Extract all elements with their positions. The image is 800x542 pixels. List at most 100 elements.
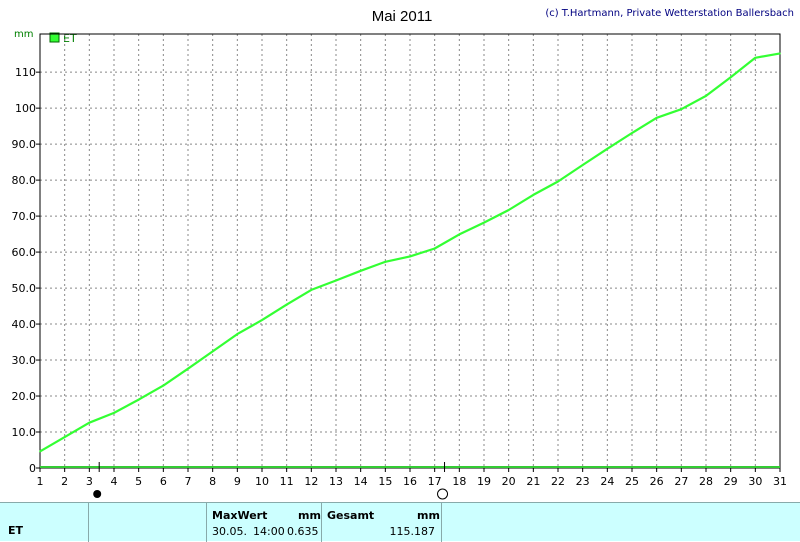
- x-tick-label: 13: [329, 475, 343, 488]
- x-tick-label: 10: [255, 475, 269, 488]
- x-tick-label: 14: [354, 475, 368, 488]
- footer-series-name: ET: [8, 524, 24, 537]
- x-tick-label: 15: [378, 475, 392, 488]
- data-point: [261, 319, 263, 321]
- x-tick-label: 17: [428, 475, 442, 488]
- data-point: [754, 56, 757, 59]
- x-tick-label: 20: [502, 475, 516, 488]
- x-tick-label: 18: [452, 475, 466, 488]
- footer-total-cell: Gesamt mm 115.187: [322, 503, 442, 542]
- data-point: [39, 450, 41, 453]
- x-tick-label: 25: [625, 475, 639, 488]
- x-tick-label: 3: [86, 475, 93, 488]
- y-tick-label: 110: [15, 66, 36, 79]
- total-value: 115.187: [389, 525, 436, 538]
- data-point: [532, 194, 535, 196]
- y-tick-label: 100: [15, 102, 36, 115]
- x-tick-label: 4: [111, 475, 118, 488]
- x-tick-label: 5: [135, 475, 142, 488]
- y-tick-label: 20.0: [12, 390, 37, 403]
- data-point: [384, 260, 387, 263]
- max-value: 0.635: [287, 525, 319, 538]
- x-tick-label: 16: [403, 475, 417, 488]
- data-point: [581, 164, 584, 166]
- x-tick-label: 22: [551, 475, 565, 488]
- x-tick-label: 31: [773, 475, 787, 488]
- filled-moon-icon: [93, 490, 102, 498]
- footer-series-cell: ET: [0, 503, 89, 542]
- series-group: [39, 52, 781, 453]
- y-tick-label: 40.0: [12, 318, 37, 331]
- data-point: [507, 209, 510, 211]
- x-tick-label: 23: [576, 475, 590, 488]
- x-tick-label: 27: [674, 475, 688, 488]
- chart-svg: Mai 2011 (c) T.Hartmann, Private Wetters…: [12, 8, 794, 500]
- max-unit: mm: [298, 509, 321, 522]
- data-point: [606, 147, 609, 150]
- x-tick-label: 11: [280, 475, 294, 488]
- data-point: [433, 247, 436, 250]
- data-point: [310, 289, 313, 291]
- x-tick-label: 26: [650, 475, 664, 488]
- y-tick-label: 30.0: [12, 354, 37, 367]
- chart-credit: (c) T.Hartmann, Private Wetterstation Ba…: [545, 8, 794, 19]
- x-tick-label: 6: [160, 475, 167, 488]
- total-unit: mm: [417, 509, 440, 522]
- x-axis-ticks: 1 2 3 4 5 6 7 8 9 10 11 12 13 14 15 16 17 18 19 20 21 22 23 24 2…: [37, 468, 787, 488]
- data-point: [137, 398, 140, 401]
- data-point: [335, 279, 337, 282]
- max-date: 30.05.: [212, 525, 247, 538]
- y-tick-label: 70.0: [12, 210, 37, 223]
- y-tick-label: 10.0: [12, 426, 37, 439]
- y-tick-label: 80.0: [12, 174, 37, 187]
- x-tick-label: 7: [185, 475, 192, 488]
- y-tick-label: 60.0: [12, 246, 37, 259]
- legend-swatch: [49, 32, 60, 43]
- x-tick-label: 28: [699, 475, 713, 488]
- chart-title: Mai 2011: [372, 8, 433, 25]
- y-axis-label: mm: [14, 29, 33, 40]
- data-point: [458, 233, 461, 236]
- data-point: [729, 76, 732, 78]
- y-tick-label: 0: [29, 462, 36, 475]
- data-point: [88, 421, 91, 424]
- legend-label[interactable]: ET: [63, 32, 77, 45]
- x-tick-label: 29: [724, 475, 738, 488]
- data-point: [557, 180, 559, 183]
- data-point: [236, 333, 239, 335]
- data-point: [409, 255, 411, 258]
- x-tick-label: 19: [477, 475, 491, 488]
- y-axis-ticks: 0 10.0 20.0 30.0 40.0 50.0 60.0 70.0 80.0 90.0 100…: [12, 66, 40, 475]
- max-time: 14:00: [253, 525, 285, 538]
- data-point: [63, 436, 66, 438]
- x-tick-label: 12: [304, 475, 318, 488]
- x-tick-label: 24: [600, 475, 614, 488]
- x-tick-label: 1: [37, 475, 44, 488]
- data-point: [483, 221, 485, 224]
- summary-footer: ET MaxWert mm 30.05. 14:00 0.635 Gesamt …: [0, 502, 800, 542]
- data-point: [359, 269, 362, 272]
- x-tick-label: 9: [234, 475, 241, 488]
- moon-markers: [93, 462, 449, 500]
- x-tick-label: 2: [61, 475, 68, 488]
- data-point: [285, 303, 288, 306]
- data-point: [113, 412, 115, 414]
- y-tick-label: 90.0: [12, 138, 37, 151]
- data-point: [655, 117, 658, 119]
- total-header: Gesamt: [327, 509, 375, 522]
- data-point: [187, 367, 189, 370]
- data-point: [631, 132, 633, 134]
- x-tick-label: 8: [209, 475, 216, 488]
- grid: [40, 34, 780, 468]
- chart: Mai 2011 (c) T.Hartmann, Private Wetters…: [12, 8, 794, 500]
- empty-moon-icon: [437, 488, 449, 500]
- data-point: [680, 108, 683, 111]
- x-tick-label: 21: [526, 475, 540, 488]
- data-point: [211, 350, 214, 353]
- data-point: [779, 52, 781, 55]
- y-tick-label: 50.0: [12, 282, 37, 295]
- footer-empty-cell: [89, 503, 207, 542]
- max-header: MaxWert: [212, 509, 268, 522]
- x-tick-label: 30: [748, 475, 762, 488]
- data-point: [705, 95, 707, 97]
